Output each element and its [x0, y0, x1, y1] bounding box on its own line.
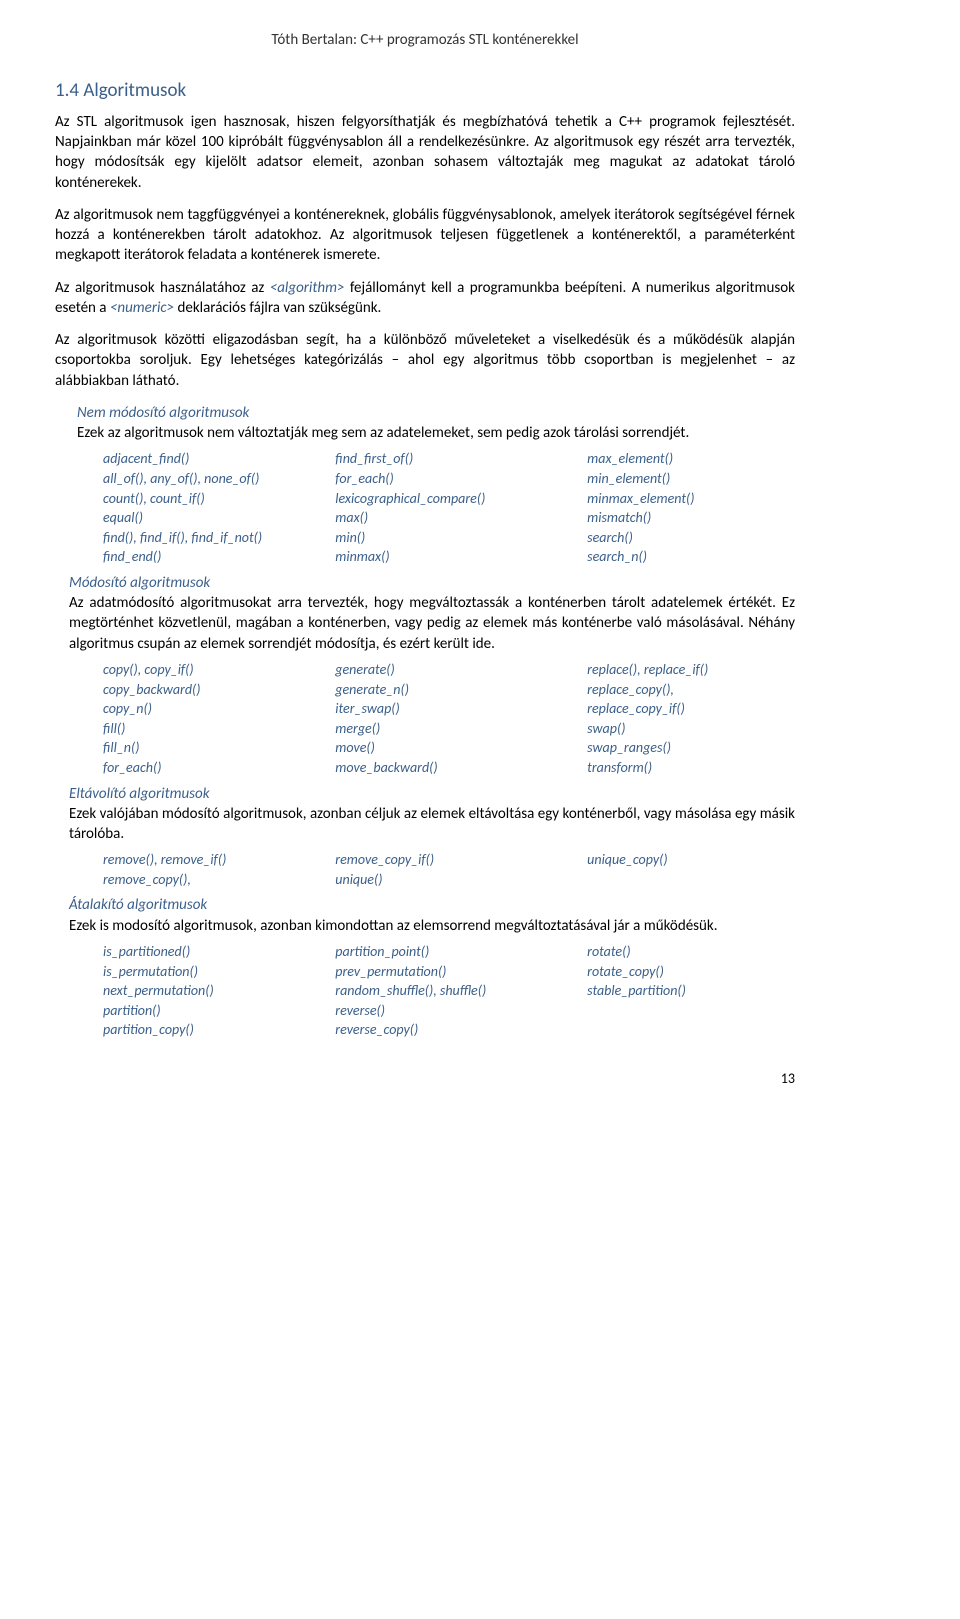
func-item: unique_copy()	[587, 850, 783, 870]
group2-desc: Az adatmódosító algoritmusokat arra terv…	[69, 593, 795, 654]
func-item: stable_partition()	[587, 981, 783, 1001]
func-item: remove_copy_if()	[335, 850, 575, 870]
func-item: copy(), copy_if()	[103, 660, 323, 680]
func-item: next_permutation()	[103, 981, 323, 1001]
group3-functions: remove(), remove_if() remove_copy(), rem…	[103, 850, 795, 889]
numeric-header: <numeric>	[110, 299, 174, 317]
func-item: is_permutation()	[103, 962, 323, 982]
func-item: mismatch()	[587, 508, 783, 528]
paragraph-3: Az algoritmusok használatához az <algori…	[55, 278, 795, 319]
func-item: swap_ranges()	[587, 738, 783, 758]
func-item: move_backward()	[335, 758, 575, 778]
func-item: search_n()	[587, 547, 783, 567]
func-item: unique()	[335, 870, 575, 890]
group3-col1: remove(), remove_if() remove_copy(),	[103, 850, 335, 889]
section-title: 1.4 Algoritmusok	[55, 78, 795, 104]
func-item: fill()	[103, 719, 323, 739]
group2-col3: replace(), replace_if() replace_copy(), …	[587, 660, 795, 778]
func-item: all_of(), any_of(), none_of()	[103, 469, 323, 489]
group3-col2: remove_copy_if() unique()	[335, 850, 587, 889]
group2-col1: copy(), copy_if() copy_backward() copy_n…	[103, 660, 335, 778]
group2-heading: Módosító algoritmusok	[69, 573, 795, 593]
group2-col2: generate() generate_n() iter_swap() merg…	[335, 660, 587, 778]
func-item: for_each()	[103, 758, 323, 778]
group3-heading: Eltávolító algoritmusok	[69, 784, 795, 804]
func-item: reverse_copy()	[335, 1020, 575, 1040]
func-item: for_each()	[335, 469, 575, 489]
func-item: iter_swap()	[335, 699, 575, 719]
paragraph-2: Az algoritmusok nem taggfüggvényei a kon…	[55, 205, 795, 266]
func-item: rotate()	[587, 942, 783, 962]
func-item: replace(), replace_if()	[587, 660, 783, 680]
group1-desc: Ezek az algoritmusok nem változtatják me…	[77, 423, 795, 443]
group4-col2: partition_point() prev_permutation() ran…	[335, 942, 587, 1040]
func-item: copy_n()	[103, 699, 323, 719]
func-item: random_shuffle(), shuffle()	[335, 981, 575, 1001]
func-item: remove(), remove_if()	[103, 850, 323, 870]
func-item: partition()	[103, 1001, 323, 1021]
group1-col1: adjacent_find() all_of(), any_of(), none…	[103, 449, 335, 567]
func-item: adjacent_find()	[103, 449, 323, 469]
func-item: min()	[335, 528, 575, 548]
func-item: lexicographical_compare()	[335, 489, 575, 509]
func-item: max_element()	[587, 449, 783, 469]
group3-desc: Ezek valójában módosító algoritmusok, az…	[69, 804, 795, 845]
func-item: find_end()	[103, 547, 323, 567]
func-item: partition_point()	[335, 942, 575, 962]
func-item: swap()	[587, 719, 783, 739]
func-item: copy_backward()	[103, 680, 323, 700]
func-item: replace_copy(),	[587, 680, 783, 700]
paragraph-1: Az STL algoritmusok igen hasznosak, hisz…	[55, 112, 795, 193]
func-item: rotate_copy()	[587, 962, 783, 982]
func-item: max()	[335, 508, 575, 528]
func-item: min_element()	[587, 469, 783, 489]
func-item: generate()	[335, 660, 575, 680]
func-item: move()	[335, 738, 575, 758]
algorithm-header: <algorithm>	[270, 279, 345, 297]
func-item: remove_copy(),	[103, 870, 323, 890]
func-item: partition_copy()	[103, 1020, 323, 1040]
group3-col3: unique_copy()	[587, 850, 795, 889]
group4-col3: rotate() rotate_copy() stable_partition(…	[587, 942, 795, 1040]
group1-col3: max_element() min_element() minmax_eleme…	[587, 449, 795, 567]
p3-text-c: deklarációs fájlra van szükségünk.	[174, 299, 381, 317]
func-item: find_first_of()	[335, 449, 575, 469]
group4-heading: Átalakító algoritmusok	[69, 895, 795, 915]
func-item: minmax()	[335, 547, 575, 567]
func-item: transform()	[587, 758, 783, 778]
func-item: count(), count_if()	[103, 489, 323, 509]
func-item: search()	[587, 528, 783, 548]
group4-functions: is_partitioned() is_permutation() next_p…	[103, 942, 795, 1040]
paragraph-4: Az algoritmusok közötti eligazodásban se…	[55, 330, 795, 391]
func-item: prev_permutation()	[335, 962, 575, 982]
page-header: Tóth Bertalan: C++ programozás STL konté…	[55, 30, 795, 50]
group1-col2: find_first_of() for_each() lexicographic…	[335, 449, 587, 567]
func-item: reverse()	[335, 1001, 575, 1021]
group1-heading: Nem módosító algoritmusok	[77, 403, 795, 423]
group4-desc: Ezek is modosító algoritmusok, azonban k…	[69, 916, 795, 936]
func-item: equal()	[103, 508, 323, 528]
func-item: generate_n()	[335, 680, 575, 700]
page-number: 13	[55, 1070, 795, 1089]
func-item: is_partitioned()	[103, 942, 323, 962]
group2-functions: copy(), copy_if() copy_backward() copy_n…	[103, 660, 795, 778]
func-item: replace_copy_if()	[587, 699, 783, 719]
func-item: fill_n()	[103, 738, 323, 758]
func-item: merge()	[335, 719, 575, 739]
p3-text-a: Az algoritmusok használatához az	[55, 279, 270, 297]
group1-functions: adjacent_find() all_of(), any_of(), none…	[103, 449, 795, 567]
group4-col1: is_partitioned() is_permutation() next_p…	[103, 942, 335, 1040]
func-item: find(), find_if(), find_if_not()	[103, 528, 323, 548]
func-item: minmax_element()	[587, 489, 783, 509]
